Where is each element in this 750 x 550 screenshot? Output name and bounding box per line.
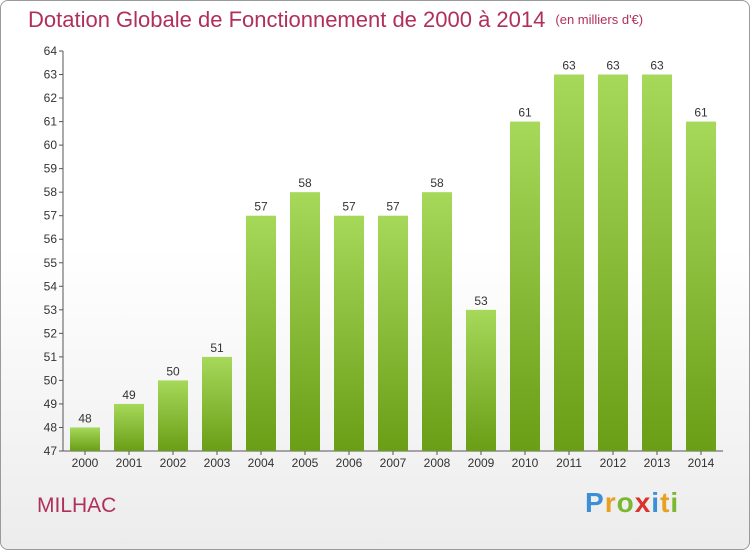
y-tick-label: 55	[44, 256, 58, 270]
y-tick-label: 62	[44, 91, 58, 105]
title-unit: (en milliers d'€)	[555, 12, 644, 27]
x-tick-label: 2005	[292, 456, 319, 470]
x-tick-label: 2010	[512, 456, 539, 470]
bar-value-label: 51	[210, 341, 224, 355]
bar	[290, 192, 320, 452]
y-tick-label: 60	[44, 138, 58, 152]
bar-value-label: 63	[606, 59, 620, 73]
x-tick-label: 2008	[424, 456, 451, 470]
bar	[202, 356, 232, 451]
y-tick-label: 54	[44, 279, 58, 293]
x-tick-label: 2011	[556, 456, 582, 470]
bar-value-label: 63	[650, 59, 664, 73]
bar	[158, 380, 188, 451]
bar	[114, 403, 144, 451]
y-tick-label: 63	[44, 68, 58, 82]
bar	[642, 74, 672, 451]
y-tick-label: 48	[44, 420, 58, 434]
bar	[686, 121, 716, 452]
x-tick-label: 2001	[116, 456, 143, 470]
bar	[378, 215, 408, 451]
bar-value-label: 58	[430, 176, 444, 190]
x-tick-label: 2006	[336, 456, 363, 470]
y-tick-label: 59	[44, 162, 58, 176]
y-tick-label: 51	[44, 350, 58, 364]
bar-value-label: 49	[122, 388, 136, 402]
chart-title: Dotation Globale de Fonctionnement de 20…	[28, 7, 643, 33]
x-tick-label: 2004	[248, 456, 275, 470]
bar	[334, 215, 364, 451]
y-tick-label: 58	[44, 185, 58, 199]
bar-value-label: 61	[518, 106, 532, 120]
proxiti-logo: Proxiti	[585, 487, 679, 519]
bar-value-label: 57	[386, 200, 400, 214]
logo-letter: i	[651, 487, 661, 518]
bar-value-label: 58	[298, 176, 312, 190]
x-tick-label: 2000	[72, 456, 99, 470]
logo-letter: o	[616, 487, 635, 518]
x-tick-label: 2012	[600, 456, 627, 470]
logo-letter: r	[604, 487, 617, 518]
y-tick-label: 52	[44, 326, 58, 340]
bar-value-label: 57	[342, 200, 356, 214]
y-tick-label: 53	[44, 303, 58, 317]
logo-letter: t	[660, 487, 671, 518]
x-tick-label: 2002	[160, 456, 187, 470]
bar-value-label: 63	[562, 59, 576, 73]
x-tick-label: 2009	[468, 456, 495, 470]
bar-value-label: 61	[694, 106, 708, 120]
title-text: Dotation Globale de Fonctionnement de 20…	[28, 7, 546, 32]
logo-letter: i	[670, 487, 680, 518]
bar	[466, 309, 496, 451]
y-tick-label: 57	[44, 209, 58, 223]
y-tick-label: 50	[44, 373, 58, 387]
bar	[70, 427, 100, 451]
y-tick-label: 56	[44, 232, 58, 246]
bar	[246, 215, 276, 451]
logo-letter: P	[585, 487, 605, 518]
bar-value-label: 53	[474, 294, 488, 308]
y-tick-label: 61	[44, 115, 58, 129]
x-tick-label: 2003	[204, 456, 231, 470]
logo-letter: x	[634, 487, 652, 518]
bar-value-label: 48	[78, 411, 92, 425]
y-tick-label: 47	[44, 444, 58, 458]
bar-value-label: 57	[254, 200, 268, 214]
y-tick-label: 49	[44, 397, 58, 411]
x-tick-label: 2013	[644, 456, 671, 470]
x-tick-label: 2014	[688, 456, 715, 470]
bar	[510, 121, 540, 452]
bar	[554, 74, 584, 451]
commune-name: MILHAC	[37, 494, 117, 517]
x-tick-label: 2007	[380, 456, 407, 470]
bar	[422, 192, 452, 452]
bar	[598, 74, 628, 451]
bar-value-label: 50	[166, 364, 180, 378]
y-tick-label: 64	[44, 44, 58, 58]
